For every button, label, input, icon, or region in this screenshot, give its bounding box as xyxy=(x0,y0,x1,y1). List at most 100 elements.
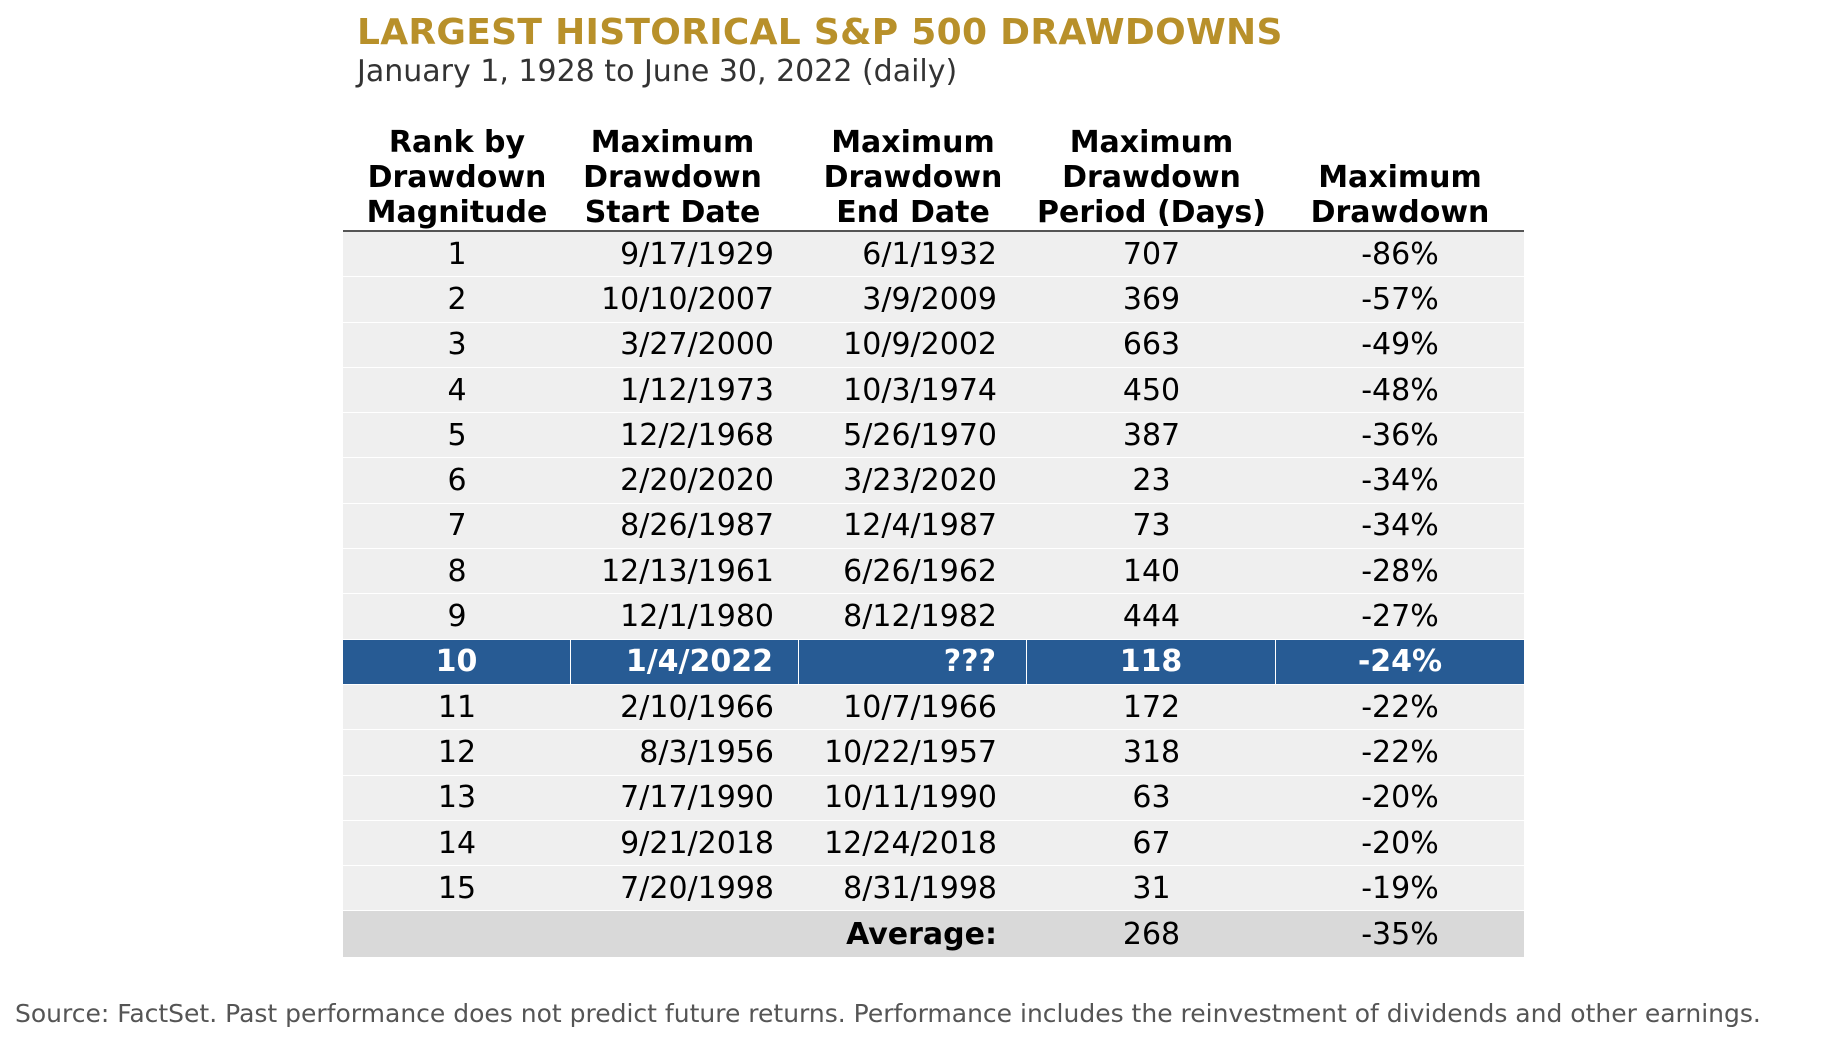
average-label: Average: xyxy=(846,916,997,952)
drawdown-cell: -34% xyxy=(1361,463,1439,499)
header-end-date-label: Maximum Drawdown End Date xyxy=(823,125,1003,230)
rank-cell: 13 xyxy=(437,780,477,816)
average-period-days: 268 xyxy=(1122,916,1181,952)
start-date-cell: 8/26/1987 xyxy=(620,508,774,544)
period-days-cell: 318 xyxy=(1122,734,1181,770)
table-header: Rank by Drawdown Magnitude Maximum Drawd… xyxy=(343,124,1524,232)
drawdown-cell: -86% xyxy=(1361,236,1439,272)
period-days-cell: 73 xyxy=(1132,508,1171,544)
table-row: 13 7/17/1990 10/11/1990 63 -20% xyxy=(343,775,1524,821)
period-days-cell: 140 xyxy=(1122,553,1181,589)
end-date-cell: 8/12/1982 xyxy=(843,599,997,635)
rank-cell: 4 xyxy=(447,372,467,408)
end-date-cell: 5/26/1970 xyxy=(843,417,997,453)
header-rank: Rank by Drawdown Magnitude xyxy=(343,124,571,230)
table-row: 14 9/21/2018 12/24/2018 67 -20% xyxy=(343,820,1524,867)
table-row: 3 3/27/2000 10/9/2002 663 -49% xyxy=(343,322,1524,368)
chart-subtitle: January 1, 1928 to June 30, 2022 (daily) xyxy=(357,54,958,89)
rank-cell: 12 xyxy=(437,734,477,770)
rank-cell: 5 xyxy=(447,417,467,453)
average-spacer xyxy=(343,911,571,956)
end-date-cell: 10/3/1974 xyxy=(843,372,997,408)
start-date-cell: 9/17/1929 xyxy=(620,236,774,272)
drawdown-cell: -49% xyxy=(1361,327,1439,363)
rank-cell: 8 xyxy=(447,553,467,589)
table-row: 11 2/10/1966 10/7/1966 172 -22% xyxy=(343,684,1524,731)
drawdown-cell: -28% xyxy=(1361,553,1439,589)
period-days-cell: 663 xyxy=(1122,327,1181,363)
end-date-cell: 10/22/1957 xyxy=(824,734,997,770)
start-date-cell: 1/12/1973 xyxy=(620,372,774,408)
drawdown-cell: -57% xyxy=(1361,281,1439,317)
rank-cell: 3 xyxy=(447,327,467,363)
end-date-cell: 12/24/2018 xyxy=(824,825,997,861)
period-days-cell: 67 xyxy=(1132,825,1171,861)
drawdown-cell: -20% xyxy=(1361,780,1439,816)
table-row: 12 8/3/1956 10/22/1957 318 -22% xyxy=(343,730,1524,776)
rank-cell: 7 xyxy=(447,508,467,544)
source-note: Source: FactSet. Past performance does n… xyxy=(15,999,1761,1028)
start-date-cell: 2/20/2020 xyxy=(620,463,774,499)
period-days-cell: 63 xyxy=(1132,780,1171,816)
end-date-cell: 3/9/2009 xyxy=(862,281,997,317)
header-start-date: Maximum Drawdown Start Date xyxy=(571,124,799,230)
rank-cell: 10 xyxy=(343,639,571,684)
table-row: 6 2/20/2020 3/23/2020 23 -34% xyxy=(343,458,1524,504)
average-drawdown: -35% xyxy=(1361,916,1439,952)
table-row-highlighted: 10 1/4/2022??? 118 -24% xyxy=(343,639,1524,685)
rank-cell: 15 xyxy=(437,870,477,906)
header-start-date-label: Maximum Drawdown Start Date xyxy=(583,125,762,230)
rank-cell: 9 xyxy=(447,599,467,635)
rank-cell: 14 xyxy=(437,825,477,861)
drawdown-cell: -20% xyxy=(1361,825,1439,861)
end-date-cell: 3/23/2020 xyxy=(843,463,997,499)
period-days-cell: 450 xyxy=(1122,372,1181,408)
end-date-cell: 10/11/1990 xyxy=(824,780,997,816)
header-end-date: Maximum Drawdown End Date xyxy=(799,124,1027,230)
header-drawdown: Maximum Drawdown xyxy=(1276,124,1524,230)
rank-cell: 11 xyxy=(437,689,477,725)
start-date-cell: 10/10/2007 xyxy=(601,281,774,317)
period-days-cell: 31 xyxy=(1132,870,1171,906)
drawdown-cell: -19% xyxy=(1361,870,1439,906)
table-row: 8 12/13/1961 6/26/1962 140 -28% xyxy=(343,549,1524,595)
end-date-cell: 6/1/1932 xyxy=(862,236,997,272)
chart-title: LARGEST HISTORICAL S&P 500 DRAWDOWNS xyxy=(357,12,1283,53)
rank-cell: 2 xyxy=(447,281,467,317)
start-date-cell: 3/27/2000 xyxy=(620,327,774,363)
period-days-cell: 23 xyxy=(1132,463,1171,499)
period-days-cell: 444 xyxy=(1122,599,1181,635)
header-drawdown-label: Maximum Drawdown xyxy=(1310,160,1490,230)
header-period-days-label: Maximum Drawdown Period (Days) xyxy=(1037,125,1266,230)
start-date-cell: 9/21/2018 xyxy=(620,825,774,861)
drawdown-cell: -48% xyxy=(1361,372,1439,408)
period-days-cell: 118 xyxy=(1027,639,1276,684)
rank-cell: 1 xyxy=(447,236,467,272)
drawdown-cell: -22% xyxy=(1361,689,1439,725)
drawdown-cell: -24% xyxy=(1357,644,1443,680)
table-row: 15 7/20/1998 8/31/1998 31 -19% xyxy=(343,866,1524,912)
drawdown-cell: -34% xyxy=(1361,508,1439,544)
end-date-cell: 10/7/1966 xyxy=(843,689,997,725)
end-date-cell: 10/9/2002 xyxy=(843,327,997,363)
start-date-cell: 7/17/1990 xyxy=(620,780,774,816)
drawdown-cell: -36% xyxy=(1361,417,1439,453)
rank-cell: 6 xyxy=(447,463,467,499)
period-days-cell: 369 xyxy=(1122,281,1181,317)
drawdown-table: Rank by Drawdown Magnitude Maximum Drawd… xyxy=(343,124,1524,957)
start-date-cell: 12/13/1961 xyxy=(601,553,774,589)
end-date-cell: 12/4/1987 xyxy=(843,508,997,544)
table-row: 2 10/10/2007 3/9/2009 369 -57% xyxy=(343,277,1524,323)
start-date-cell: 8/3/1956 xyxy=(639,734,774,770)
end-date-cell: 8/31/1998 xyxy=(843,870,997,906)
start-date-cell: 12/1/1980 xyxy=(620,599,774,635)
end-date-cell: 6/26/1962 xyxy=(843,553,997,589)
start-date-cell: 7/20/1998 xyxy=(620,870,774,906)
table-row: 5 12/2/1968 5/26/1970 387 -36% xyxy=(343,413,1524,459)
header-rank-label: Rank by Drawdown Magnitude xyxy=(366,125,548,230)
table-row: 9 12/1/1980 8/12/1982 444 -27% xyxy=(343,594,1524,640)
header-period-days: Maximum Drawdown Period (Days) xyxy=(1027,124,1276,230)
period-days-cell: 707 xyxy=(1122,236,1181,272)
average-spacer xyxy=(571,911,799,956)
table-body: 1 9/17/1929 6/1/1932 707 -86% 2 10/10/2007 3/9/… xyxy=(343,232,1524,957)
